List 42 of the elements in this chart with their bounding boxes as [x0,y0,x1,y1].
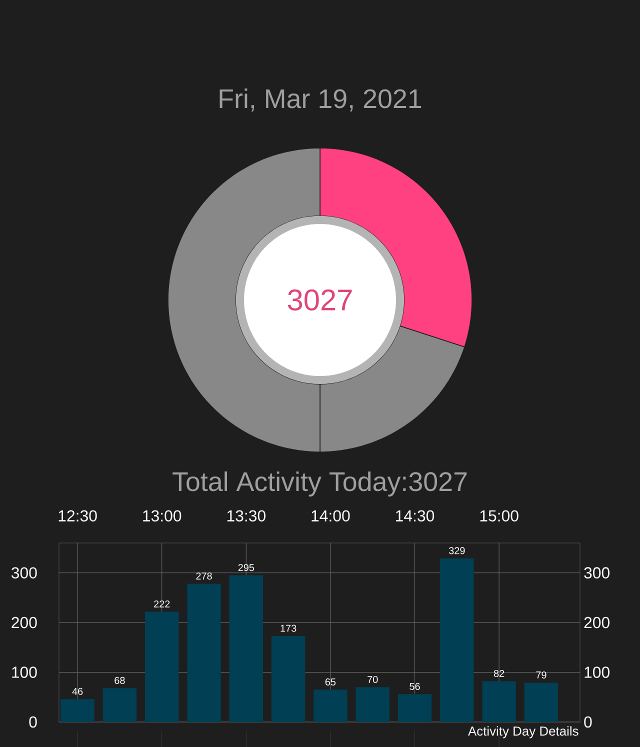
y2-tick-label: 0 [584,716,592,728]
text: Total Activity Today:3027 [172,471,467,497]
text: Activity Day Details [468,726,578,738]
y2-tick-label: 100 [584,666,610,678]
x-tick-label: 15:00 [480,510,518,522]
data-label: 46 [72,688,83,695]
y-tick-label: 300 [11,567,37,578]
bar [229,575,264,722]
data-label: 82 [494,670,504,678]
data-label: 222 [154,600,170,608]
y-tick-label: 100 [12,666,37,678]
data-label: 79 [536,671,546,679]
data-label: 68 [114,676,125,684]
y2-tick-label: 200 [584,616,610,628]
text: 3027 [288,289,352,311]
data-label: 278 [196,572,212,580]
data-label: 295 [238,564,254,572]
x-tick-label: 14:00 [312,510,350,522]
bar [482,681,516,722]
bar [102,688,137,722]
bar [60,699,94,722]
bar [144,612,179,722]
data-label: 70 [368,676,378,683]
data-label: 329 [448,547,465,554]
x-tick-label: 14:30 [396,510,434,522]
y-tick-label: 200 [12,616,37,628]
data-label: 65 [325,678,336,686]
bar [271,636,306,722]
y2-tick-label: 300 [584,567,610,578]
chart-title: Fri, Mar 19, 2021 [220,88,422,112]
x-tick-label: 13:30 [227,510,266,522]
bar [440,558,474,722]
x-tick-label: 13:00 [143,510,182,522]
bar [398,694,432,722]
data-label: 56 [410,682,420,690]
y-tick-label: 0 [29,716,37,728]
bar [314,690,348,722]
bar [187,584,221,722]
x-tick-label: 12:30 [58,510,97,522]
bar [524,682,558,722]
bar [356,687,390,722]
data-label: 173 [280,624,296,632]
